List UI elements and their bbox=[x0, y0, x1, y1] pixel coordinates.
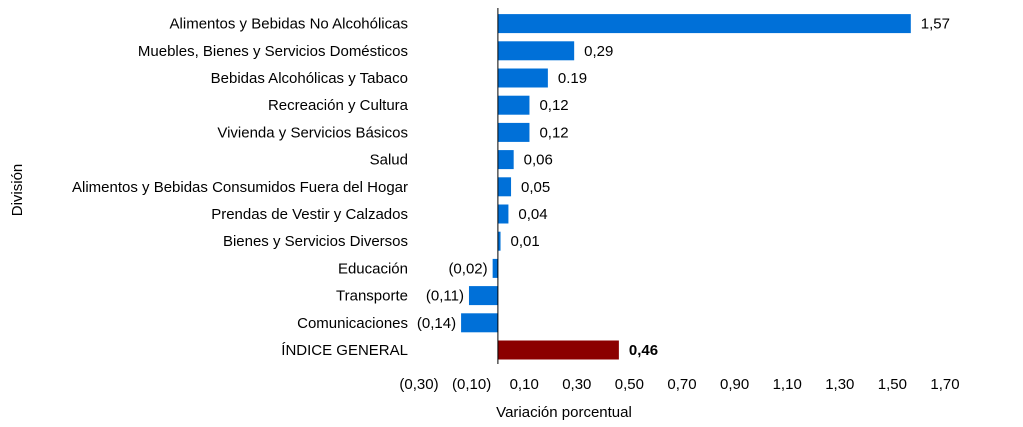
category-label: Vivienda y Servicios Básicos bbox=[217, 124, 408, 141]
value-label: 0,04 bbox=[518, 206, 547, 223]
x-tick-label: 1,10 bbox=[773, 376, 802, 393]
y-axis-title: División bbox=[9, 164, 26, 217]
bar bbox=[497, 14, 911, 34]
category-label: Comunicaciones bbox=[297, 315, 408, 332]
category-label: Alimentos y Bebidas Consumidos Fuera del… bbox=[72, 179, 408, 196]
x-tick-label: 0,90 bbox=[720, 376, 749, 393]
category-label: Muebles, Bienes y Servicios Domésticos bbox=[138, 43, 408, 60]
value-label: (0,11) bbox=[426, 288, 464, 305]
x-tick-label: 0,30 bbox=[562, 376, 591, 393]
category-label: Bienes y Servicios Diversos bbox=[223, 233, 408, 250]
bar bbox=[497, 95, 530, 115]
bar bbox=[492, 258, 498, 278]
bar bbox=[497, 150, 514, 170]
category-label: Educación bbox=[338, 260, 408, 277]
bar bbox=[497, 340, 619, 360]
bar bbox=[497, 231, 501, 251]
x-tick-labels: (0,30) (0,10) 0,10 0,30 0,50 0,70 0,90 1,10 1,30… bbox=[399, 376, 959, 393]
x-tick-label: (0,30) bbox=[399, 376, 438, 393]
x-tick-label: (0,10) bbox=[452, 376, 491, 393]
value-label: (0,14) bbox=[417, 315, 456, 332]
bars bbox=[461, 14, 911, 360]
bar bbox=[461, 313, 498, 333]
x-tick-label: 1,70 bbox=[930, 376, 959, 393]
x-tick-label: 1,50 bbox=[878, 376, 907, 393]
category-label: Bebidas Alcohólicas y Tabaco bbox=[211, 70, 408, 87]
category-label: ÍNDICE GENERAL bbox=[281, 342, 408, 359]
value-label: 0,12 bbox=[539, 124, 568, 141]
value-label: 0,12 bbox=[539, 97, 568, 114]
bar bbox=[497, 204, 509, 224]
bar bbox=[497, 68, 548, 88]
category-label: Recreación y Cultura bbox=[268, 97, 409, 114]
value-label: 0,29 bbox=[584, 43, 613, 60]
x-axis-title: Variación porcentual bbox=[496, 404, 632, 421]
value-label: 1,57 bbox=[921, 16, 950, 33]
category-labels: Alimentos y Bebidas No Alcohólicas Mueble… bbox=[72, 16, 409, 359]
x-tick-label: 1,30 bbox=[825, 376, 854, 393]
bar bbox=[497, 122, 530, 142]
category-label: Transporte bbox=[336, 288, 408, 305]
value-labels: 1,57 0,29 0.19 0,12 0,12 0,06 0,05 0,04 0,01 (0,0… bbox=[417, 16, 950, 359]
value-label: 0,05 bbox=[521, 179, 550, 196]
category-label: Alimentos y Bebidas No Alcohólicas bbox=[170, 16, 408, 33]
category-label: Salud bbox=[370, 152, 408, 169]
value-label: (0,02) bbox=[448, 260, 487, 277]
value-label: 0,46 bbox=[629, 342, 658, 359]
bar bbox=[468, 286, 498, 306]
x-tick-label: 0,10 bbox=[510, 376, 539, 393]
x-tick-label: 0,50 bbox=[615, 376, 644, 393]
value-label: 0.19 bbox=[558, 70, 587, 87]
bar bbox=[497, 41, 575, 61]
value-label: 0,01 bbox=[511, 233, 540, 250]
value-label: 0,06 bbox=[524, 152, 553, 169]
category-label: Prendas de Vestir y Calzados bbox=[211, 206, 408, 223]
x-tick-label: 0,70 bbox=[667, 376, 696, 393]
bar bbox=[497, 177, 512, 197]
